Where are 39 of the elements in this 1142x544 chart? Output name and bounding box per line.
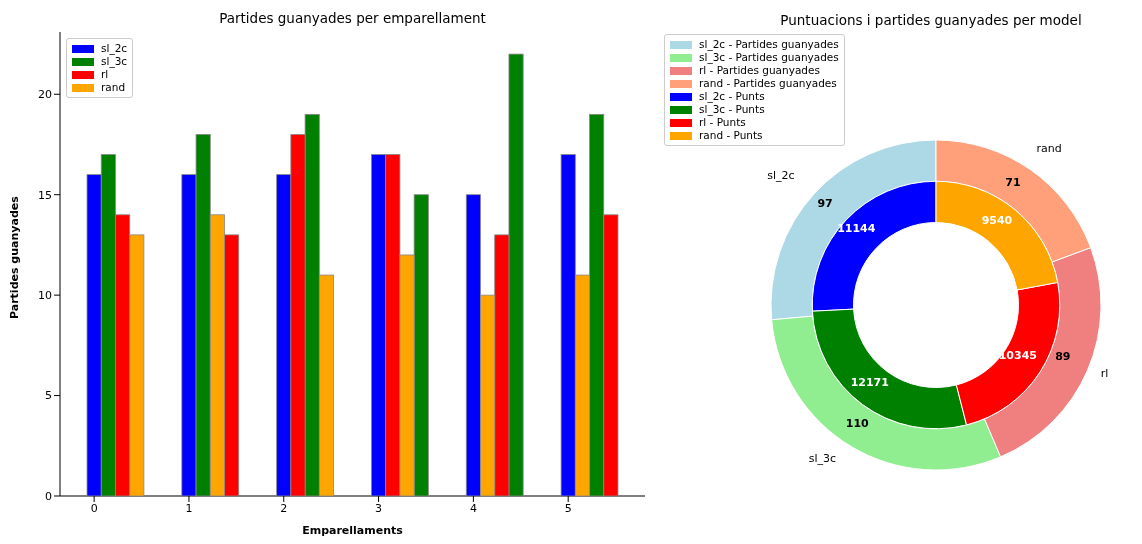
x-tick-label: 4 [469,501,477,515]
slice-label: sl_2c [767,168,795,182]
y-tick-label: 0 [45,489,52,503]
legend-label: rl [101,68,109,81]
category-label: sl_2c - Partides guanyades [699,38,839,50]
legend-label: rand [101,81,126,94]
category-label: sl_3c - Partides guanyades [699,51,839,63]
category-label: rl - Partides guanyades [699,64,820,76]
legend-label: sl_2c [101,42,128,55]
y-axis-title: Partides guanyades [7,195,21,319]
category-label: rl - Punts [699,116,746,128]
x-tick-label: 5 [564,501,572,515]
data-label: 10345 [998,349,1038,363]
chart-title: Partides guanyades per emparellament [218,10,487,26]
x-tick-label: 3 [375,501,383,515]
category-label: sl_2c - Punts [699,90,765,102]
y-tick-label: 10 [38,289,52,303]
category-label: rand - Partides guanyades [699,77,837,89]
legend-label: sl_3c [101,55,128,68]
data-label: 89 [1055,350,1071,364]
chart-title: Puntuacions i partides guanyades per model [779,12,1083,28]
y-tick-label: 20 [38,88,52,102]
x-tick-label: 2 [280,501,288,515]
data-label: 9540 [981,214,1013,228]
y-tick-label: 5 [45,389,52,403]
data-label: 97 [817,196,833,210]
x-tick-label: 1 [185,501,193,515]
slice-label: rand [1036,141,1062,155]
category-label: sl_3c - Punts [699,103,765,115]
slice-label: rl [1100,366,1109,380]
x-axis-title: Emparellaments [302,524,404,537]
data-label: 71 [1005,175,1021,189]
category-label: rand - Punts [699,129,763,141]
data-label: 11144 [837,222,876,236]
data-label: 12171 [850,376,889,390]
x-tick-label: 0 [90,501,98,515]
slice-label: sl_3c [808,452,837,466]
y-tick-label: 15 [38,188,52,202]
data-label: 110 [845,416,870,430]
